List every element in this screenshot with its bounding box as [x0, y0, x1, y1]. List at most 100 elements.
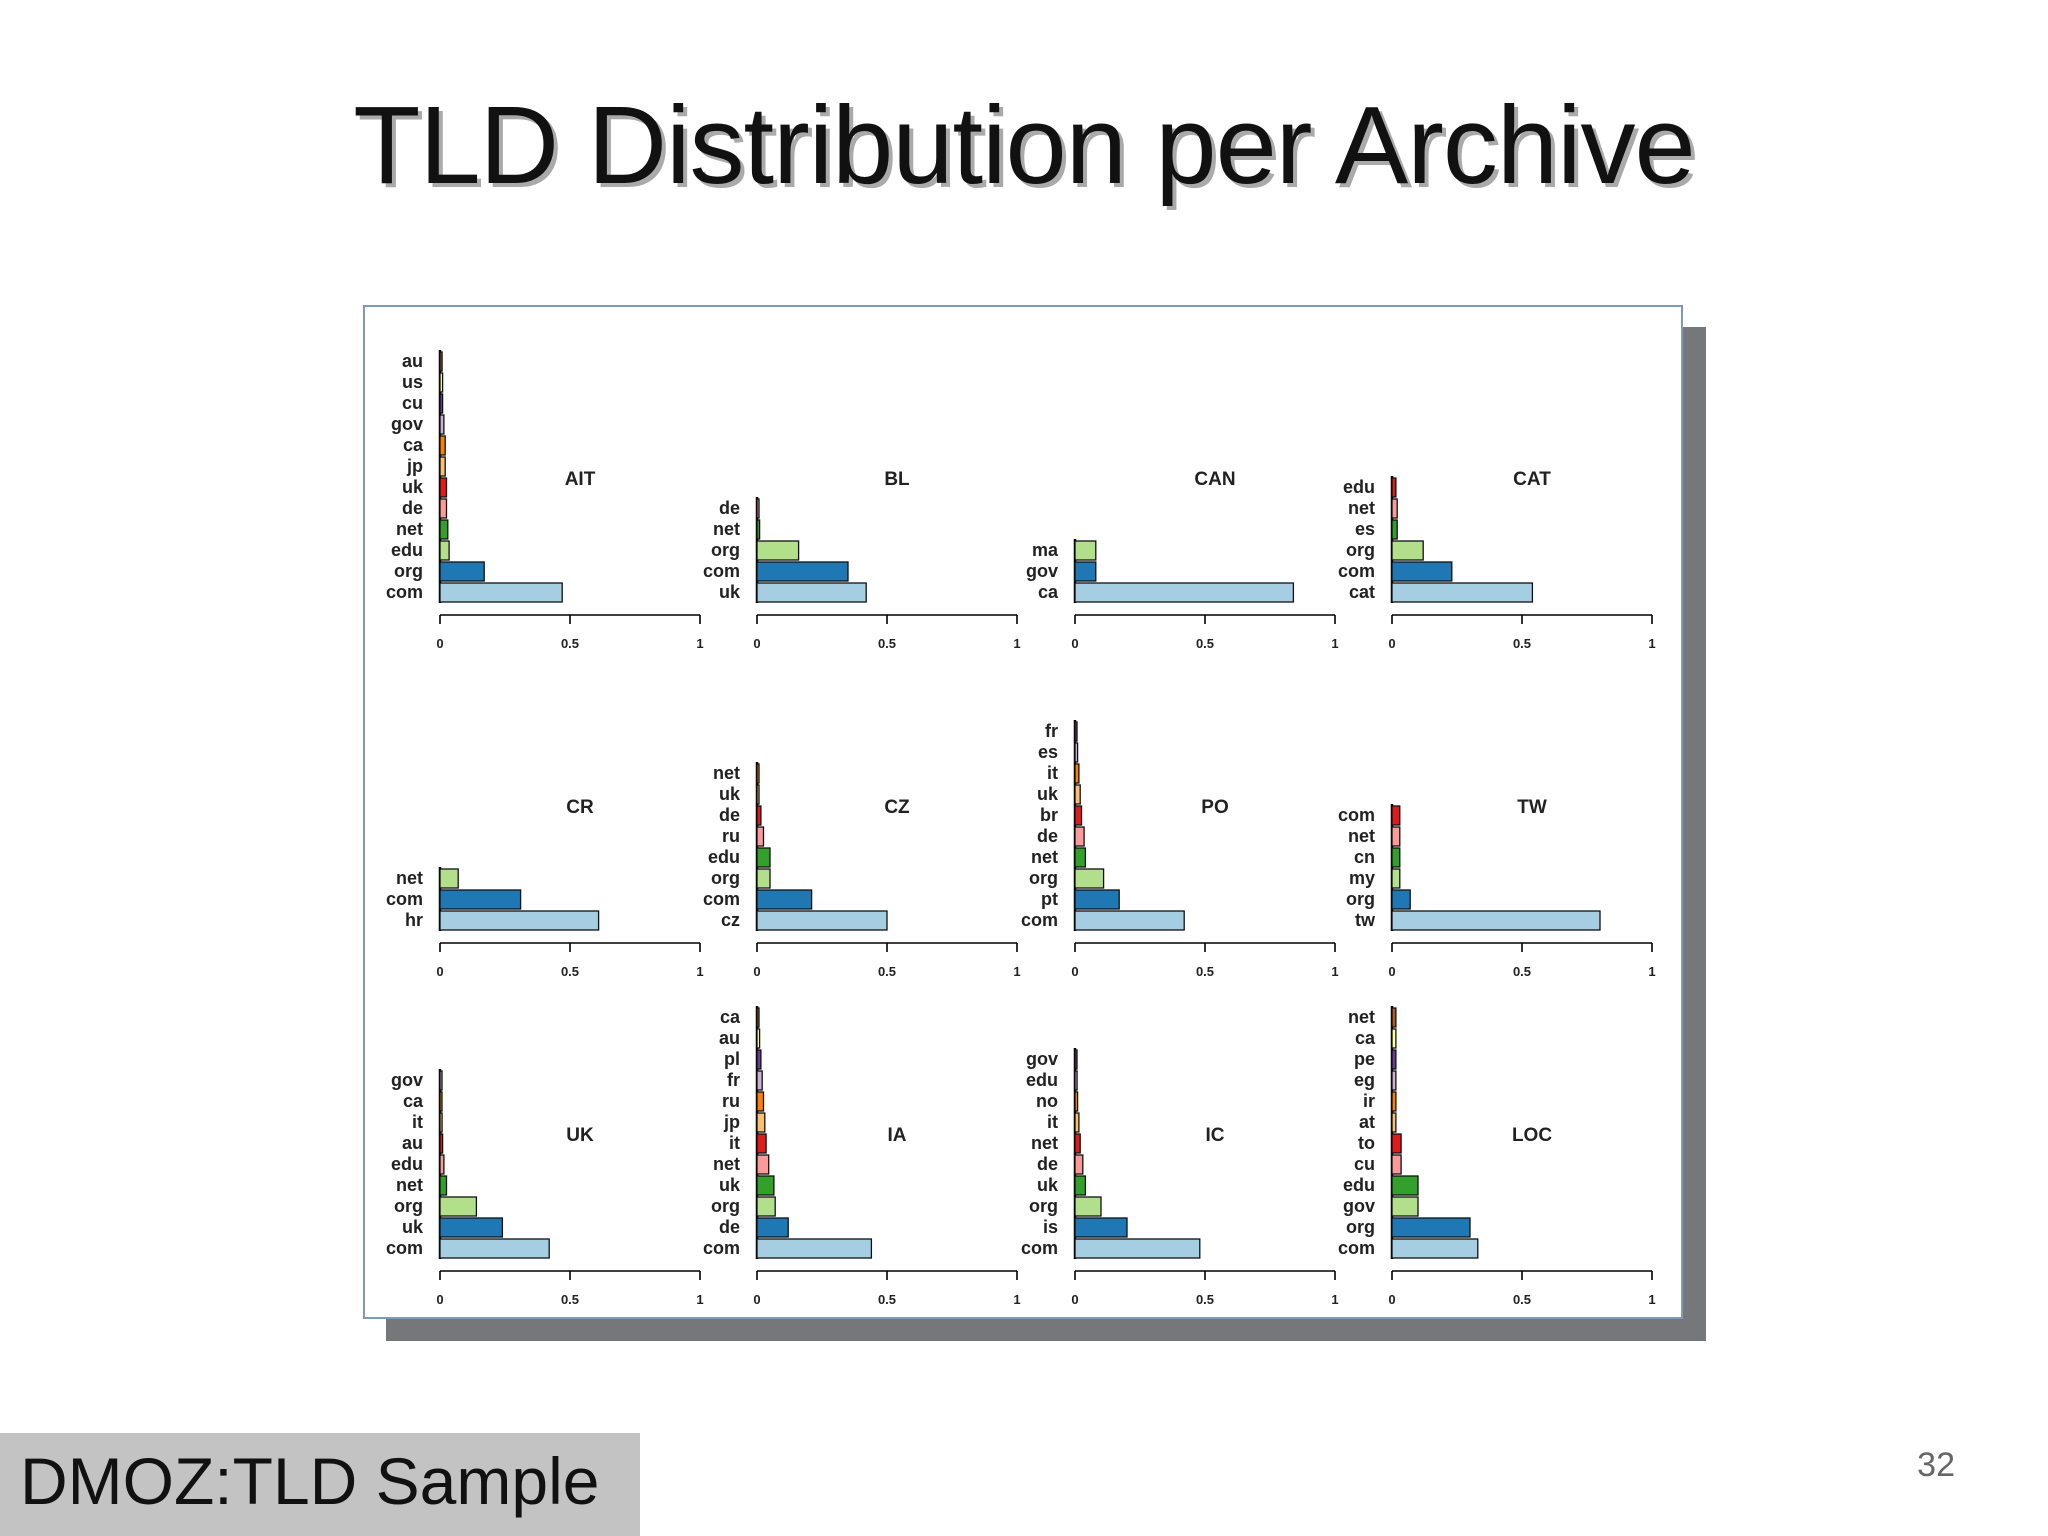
- bar-gov: [1391, 1196, 1419, 1217]
- x-tick-label: 0: [1071, 964, 1078, 979]
- x-tick-label: 0: [436, 636, 443, 651]
- category-label-fr: fr: [1045, 721, 1058, 741]
- x-tick-label: 1: [1648, 1292, 1655, 1307]
- category-label-my: my: [1349, 868, 1375, 888]
- category-label-net: net: [713, 519, 740, 539]
- category-label-ca: ca: [1355, 1028, 1376, 1048]
- category-label-de: de: [719, 1217, 740, 1237]
- x-tick-label: 0: [1071, 636, 1078, 651]
- bar-uk: [1074, 784, 1081, 805]
- bar-net: [439, 519, 449, 540]
- bar-cu: [439, 393, 444, 414]
- bar-edu: [439, 1154, 445, 1175]
- category-label-com: com: [1338, 1238, 1375, 1258]
- category-label-ca: ca: [1038, 582, 1059, 602]
- bar-de: [756, 1217, 789, 1238]
- panel-title: UK: [566, 1125, 594, 1146]
- bar-org: [756, 868, 771, 889]
- category-label-de: de: [1037, 1154, 1058, 1174]
- bar-com: [439, 1238, 550, 1259]
- bar-org: [756, 540, 800, 561]
- bar-jp: [756, 1112, 766, 1133]
- category-label-org: org: [394, 561, 423, 581]
- bar-org: [1074, 868, 1105, 889]
- panel-title: CAT: [1513, 469, 1551, 490]
- bar-us: [439, 372, 444, 393]
- category-label-cu: cu: [402, 393, 423, 413]
- category-label-it: it: [412, 1112, 423, 1132]
- bar-com: [1391, 561, 1453, 582]
- bar-pt: [1074, 889, 1120, 910]
- bar-ma: [1074, 540, 1097, 561]
- category-label-net: net: [1348, 498, 1375, 518]
- bar-de: [756, 498, 760, 519]
- category-label-fr: fr: [727, 1070, 740, 1090]
- bar-net: [1074, 1133, 1081, 1154]
- bar-edu: [1391, 477, 1397, 498]
- panel-title: TW: [1517, 797, 1547, 818]
- bar-com: [756, 889, 813, 910]
- x-tick-label: 1: [696, 1292, 703, 1307]
- x-tick-label: 0: [1388, 964, 1395, 979]
- bar-is: [1074, 1217, 1128, 1238]
- bar-ca: [1074, 582, 1295, 603]
- bar-eg: [1391, 1070, 1397, 1091]
- bar-fr: [756, 1070, 763, 1091]
- x-tick-label: 0.5: [878, 1292, 896, 1307]
- category-label-net: net: [1348, 826, 1375, 846]
- category-label-es: es: [1355, 519, 1375, 539]
- category-label-net: net: [396, 868, 423, 888]
- bar-org: [1391, 1217, 1471, 1238]
- category-label-it: it: [1047, 763, 1058, 783]
- bar-org: [439, 1196, 478, 1217]
- bar-edu: [439, 540, 450, 561]
- x-tick-label: 0.5: [1196, 964, 1214, 979]
- bar-pe: [1391, 1049, 1397, 1070]
- category-label-pt: pt: [1041, 889, 1058, 909]
- category-label-no: no: [1036, 1091, 1058, 1111]
- x-tick-label: 0: [1388, 1292, 1395, 1307]
- category-label-edu: edu: [391, 1154, 423, 1174]
- bar-net: [1391, 1007, 1397, 1028]
- category-label-uk: uk: [1037, 1175, 1059, 1195]
- category-label-de: de: [1037, 826, 1058, 846]
- bar-com: [756, 1238, 873, 1259]
- x-tick-label: 0.5: [1513, 636, 1531, 651]
- panel-title: IA: [888, 1125, 907, 1146]
- bar-it: [1074, 1112, 1080, 1133]
- category-label-org: org: [1346, 889, 1375, 909]
- x-tick-label: 0.5: [1513, 1292, 1531, 1307]
- x-tick-label: 1: [1648, 636, 1655, 651]
- bar-ca: [756, 1007, 760, 1028]
- bar-com: [1074, 1238, 1201, 1259]
- category-label-net: net: [713, 1154, 740, 1174]
- bar-uk: [439, 477, 448, 498]
- category-label-edu: edu: [1026, 1070, 1058, 1090]
- bar-com: [439, 582, 563, 603]
- category-label-de: de: [402, 498, 423, 518]
- category-label-au: au: [402, 1133, 423, 1153]
- category-label-gov: gov: [391, 1070, 423, 1090]
- bar-no: [1074, 1091, 1079, 1112]
- category-label-org: org: [711, 540, 740, 560]
- category-label-gov: gov: [1026, 1049, 1058, 1069]
- x-tick-label: 1: [1331, 1292, 1338, 1307]
- bar-my: [1391, 868, 1401, 889]
- category-label-cat: cat: [1349, 582, 1375, 602]
- bar-uk: [1074, 1175, 1087, 1196]
- bar-com: [756, 561, 849, 582]
- category-label-com: com: [386, 582, 423, 602]
- category-label-at: at: [1359, 1112, 1375, 1132]
- bar-uk: [439, 1217, 504, 1238]
- chart-figure: com org edu net de uk jp ca gov cu us au AIT 0 0.5 1 uk c…: [363, 305, 1683, 1319]
- category-label-net: net: [396, 1175, 423, 1195]
